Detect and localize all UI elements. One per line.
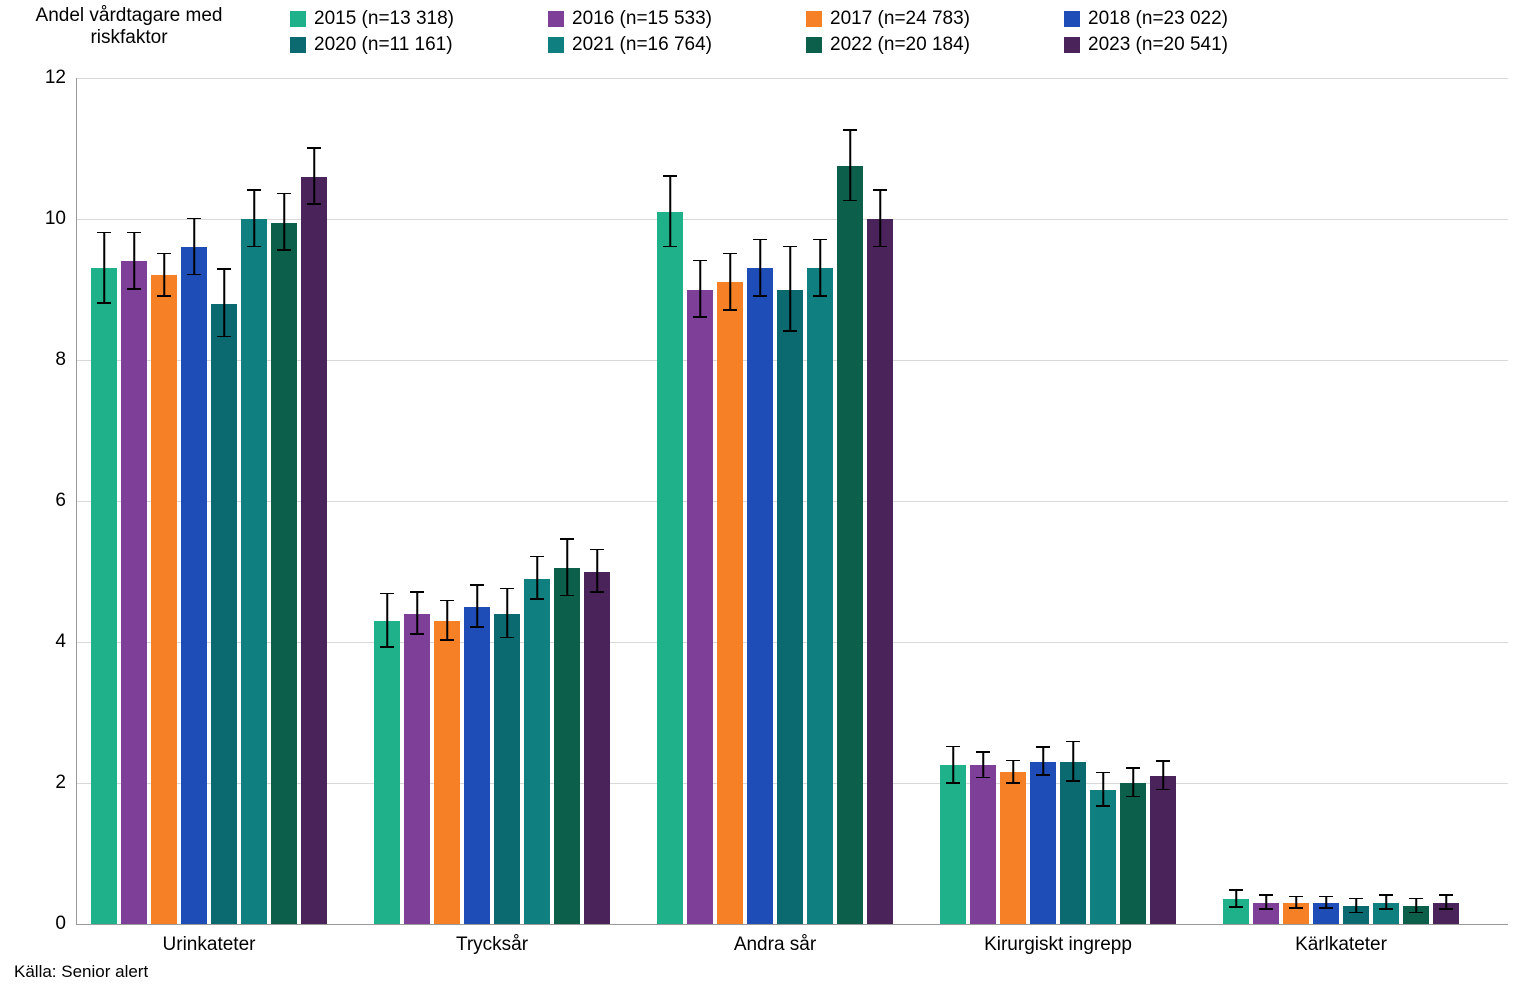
error-bar bbox=[1433, 78, 1459, 924]
legend-item: 2016 (n=15 533) bbox=[548, 8, 788, 30]
error-bar bbox=[1150, 78, 1176, 924]
error-bar bbox=[181, 78, 207, 924]
bars-layer bbox=[76, 78, 1508, 924]
legend-label: 2023 (n=20 541) bbox=[1088, 34, 1228, 56]
x-tick-label: Kärlkateter bbox=[1295, 934, 1387, 956]
legend-item: 2017 (n=24 783) bbox=[806, 8, 1046, 30]
legend-swatch bbox=[548, 11, 564, 27]
legend-label: 2016 (n=15 533) bbox=[572, 8, 712, 30]
x-axis-line bbox=[76, 924, 1508, 925]
chart-container: Andel vårdtagare med riskfaktor 2015 (n=… bbox=[0, 0, 1522, 992]
error-bar bbox=[1120, 78, 1146, 924]
x-tick-label: Urinkateter bbox=[163, 934, 256, 956]
error-bar bbox=[1283, 78, 1309, 924]
error-bar bbox=[151, 78, 177, 924]
error-bar bbox=[494, 78, 520, 924]
legend-swatch bbox=[548, 37, 564, 53]
error-bar bbox=[524, 78, 550, 924]
error-bar bbox=[211, 78, 237, 924]
error-bar bbox=[970, 78, 996, 924]
error-bar bbox=[1030, 78, 1056, 924]
error-bar bbox=[717, 78, 743, 924]
legend-label: 2018 (n=23 022) bbox=[1088, 8, 1228, 30]
x-tick-label: Trycksår bbox=[456, 934, 528, 956]
error-bar bbox=[434, 78, 460, 924]
legend-item: 2018 (n=23 022) bbox=[1064, 8, 1304, 30]
plot-area: 024681012UrinkateterTrycksårAndra sårKir… bbox=[76, 78, 1508, 924]
error-bar bbox=[687, 78, 713, 924]
legend-label: 2017 (n=24 783) bbox=[830, 8, 970, 30]
error-bar bbox=[1373, 78, 1399, 924]
error-bar bbox=[584, 78, 610, 924]
legend-label: 2021 (n=16 764) bbox=[572, 34, 712, 56]
error-bar bbox=[777, 78, 803, 924]
legend-swatch bbox=[290, 11, 306, 27]
error-bar bbox=[271, 78, 297, 924]
legend: 2015 (n=13 318) 2016 (n=15 533) 2017 (n=24… bbox=[290, 8, 1490, 60]
error-bar bbox=[374, 78, 400, 924]
error-bar bbox=[1090, 78, 1116, 924]
legend-item: 2023 (n=20 541) bbox=[1064, 34, 1304, 56]
legend-swatch bbox=[806, 11, 822, 27]
y-tick-label: 2 bbox=[55, 772, 66, 794]
error-bar bbox=[1253, 78, 1279, 924]
legend-item: 2015 (n=13 318) bbox=[290, 8, 530, 30]
error-bar bbox=[301, 78, 327, 924]
y-tick-label: 4 bbox=[55, 631, 66, 653]
legend-swatch bbox=[290, 37, 306, 53]
error-bar bbox=[747, 78, 773, 924]
error-bar bbox=[1000, 78, 1026, 924]
error-bar bbox=[554, 78, 580, 924]
legend-item: 2022 (n=20 184) bbox=[806, 34, 1046, 56]
y-axis-title-line-2: riskfaktor bbox=[14, 27, 244, 49]
y-tick-label: 10 bbox=[45, 208, 66, 230]
legend-item: 2020 (n=11 161) bbox=[290, 34, 530, 56]
legend-swatch bbox=[806, 37, 822, 53]
legend-swatch bbox=[1064, 37, 1080, 53]
error-bar bbox=[91, 78, 117, 924]
error-bar bbox=[837, 78, 863, 924]
error-bar bbox=[1403, 78, 1429, 924]
y-tick-label: 0 bbox=[55, 913, 66, 935]
y-axis-title: Andel vårdtagare med riskfaktor bbox=[14, 5, 244, 49]
error-bar bbox=[807, 78, 833, 924]
y-axis-title-line-1: Andel vårdtagare med bbox=[14, 5, 244, 27]
error-bar bbox=[464, 78, 490, 924]
error-bar bbox=[241, 78, 267, 924]
error-bar bbox=[940, 78, 966, 924]
x-tick-label: Andra sår bbox=[734, 934, 816, 956]
error-bar bbox=[867, 78, 893, 924]
error-bar bbox=[657, 78, 683, 924]
legend-swatch bbox=[1064, 11, 1080, 27]
error-bar bbox=[1223, 78, 1249, 924]
y-tick-label: 6 bbox=[55, 490, 66, 512]
error-bar bbox=[404, 78, 430, 924]
legend-label: 2020 (n=11 161) bbox=[314, 34, 453, 56]
error-bar bbox=[121, 78, 147, 924]
y-tick-label: 8 bbox=[55, 349, 66, 371]
source-text: Källa: Senior alert bbox=[14, 962, 148, 982]
error-bar bbox=[1060, 78, 1086, 924]
error-bar bbox=[1343, 78, 1369, 924]
x-tick-label: Kirurgiskt ingrepp bbox=[984, 934, 1132, 956]
legend-item: 2021 (n=16 764) bbox=[548, 34, 788, 56]
y-tick-label: 12 bbox=[45, 67, 66, 89]
legend-label: 2022 (n=20 184) bbox=[830, 34, 970, 56]
legend-label: 2015 (n=13 318) bbox=[314, 8, 454, 30]
error-bar bbox=[1313, 78, 1339, 924]
